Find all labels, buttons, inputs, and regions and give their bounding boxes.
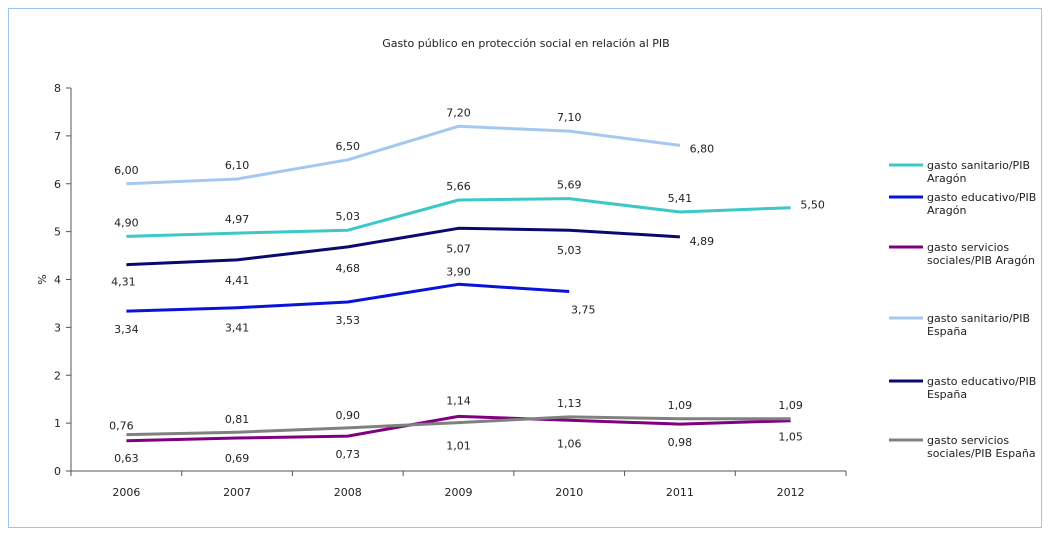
data-label: 1,09 (778, 399, 803, 412)
data-label: 5,07 (446, 242, 471, 255)
data-label: 5,03 (557, 244, 582, 257)
series-line (126, 415, 791, 437)
data-label: 6,10 (225, 159, 250, 172)
x-tick-label: 2009 (445, 486, 473, 499)
series-line (126, 282, 570, 313)
data-label: 4,68 (336, 262, 361, 275)
y-tick-label: 4 (54, 274, 61, 287)
x-tick-label: 2008 (334, 486, 362, 499)
legend-label: gasto educativo/PIB Aragón (927, 191, 1036, 217)
data-label: 5,66 (446, 180, 471, 193)
data-label: 4,31 (111, 276, 136, 289)
data-label: 1,09 (668, 399, 693, 412)
legend-label: gasto sanitario/PIB España (927, 312, 1030, 338)
data-label: 0,69 (225, 452, 250, 465)
legend-label: gasto servicios sociales/PIB España (927, 434, 1036, 460)
y-tick-label: 2 (54, 369, 61, 382)
data-label: 6,00 (114, 164, 139, 177)
data-label: 0,90 (336, 409, 361, 422)
data-label: 1,13 (557, 397, 582, 410)
data-label: 7,10 (557, 111, 582, 124)
x-tick-label: 2011 (666, 486, 694, 499)
data-label: 3,90 (446, 265, 471, 278)
series-line (126, 414, 791, 443)
y-tick-label: 1 (54, 417, 61, 430)
x-tick-label: 2007 (223, 486, 251, 499)
y-tick-label: 6 (54, 178, 61, 191)
data-label: 1,05 (778, 431, 803, 444)
x-tick-label: 2006 (112, 486, 140, 499)
data-label: 6,50 (336, 140, 361, 153)
data-label: 0,73 (336, 448, 361, 461)
data-label: 4,97 (225, 213, 250, 226)
data-label: 0,98 (668, 436, 693, 449)
chart-frame: Gasto público en protección social en re… (8, 8, 1042, 528)
data-label: 3,75 (571, 303, 596, 316)
data-label: 3,53 (336, 314, 361, 327)
y-tick-label: 0 (54, 465, 61, 478)
y-tick-label: 3 (54, 321, 61, 334)
chart-title: Gasto público en protección social en re… (382, 37, 670, 50)
data-label: 5,41 (668, 192, 693, 205)
legend-label: gasto sanitario/PIB Aragón (927, 159, 1030, 185)
data-label: 0,63 (114, 452, 139, 465)
data-label: 3,34 (114, 323, 139, 336)
data-label: 0,81 (225, 413, 250, 426)
data-label: 5,03 (336, 210, 361, 223)
data-label: 5,69 (557, 179, 582, 192)
data-label: 7,20 (446, 106, 471, 119)
data-label: 1,06 (557, 437, 582, 450)
series-line (126, 197, 791, 238)
data-label: 4,89 (690, 235, 715, 248)
data-label: 4,41 (225, 274, 250, 287)
series-line (126, 226, 680, 267)
y-axis-label: % (36, 274, 49, 284)
data-label: 3,41 (225, 322, 250, 335)
data-label: 1,01 (446, 440, 471, 453)
legend-label: gasto servicios sociales/PIB Aragón (927, 241, 1035, 267)
series-line (126, 124, 681, 186)
x-tick-label: 2012 (777, 486, 805, 499)
data-label: 5,50 (800, 199, 825, 212)
data-label: 6,80 (690, 142, 715, 155)
legend-label: gasto educativo/PIB España (927, 375, 1036, 401)
y-tick-label: 7 (54, 130, 61, 143)
data-label: 1,14 (446, 394, 471, 407)
data-label: 4,90 (114, 216, 139, 229)
x-tick-label: 2010 (555, 486, 583, 499)
y-tick-label: 8 (54, 82, 61, 95)
y-tick-label: 5 (54, 226, 61, 239)
data-label: 0,76 (109, 420, 134, 433)
